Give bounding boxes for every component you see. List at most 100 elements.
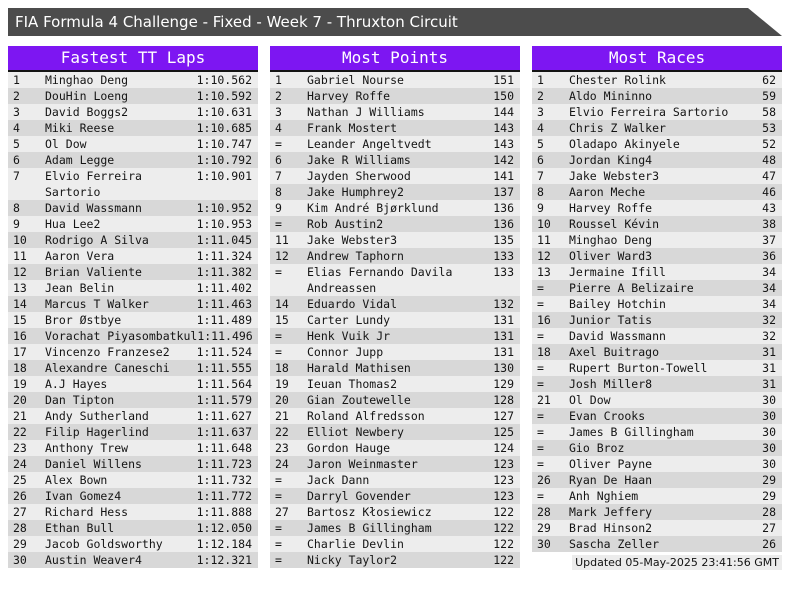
driver-name: Jake Webster3 bbox=[569, 169, 660, 183]
driver-name: Jake R Williams bbox=[307, 153, 411, 167]
value-cell: 29 bbox=[762, 473, 776, 487]
rank-cell: 7 bbox=[275, 169, 282, 183]
rank-cell: 15 bbox=[13, 313, 27, 327]
driver-name: James B Gillingham bbox=[569, 425, 694, 439]
rank-cell: 8 bbox=[275, 185, 282, 199]
rank-cell: 11 bbox=[275, 233, 289, 247]
rank-cell: 7 bbox=[537, 169, 544, 183]
table-row: = Elias Fernando Davila Andreassen 133 bbox=[270, 264, 520, 296]
table-row: 18 Harald Mathisen 130 bbox=[270, 360, 520, 376]
table-row: 3 Elvio Ferreira Sartorio 58 bbox=[532, 104, 782, 120]
table-row: 13 Jean Belin 1:11.402 bbox=[8, 280, 258, 296]
board-most-races: Most Races 1 Chester Rolink 62 2 Aldo Mininn… bbox=[532, 46, 782, 570]
value-cell: 53 bbox=[762, 121, 776, 135]
value-cell: 1:11.772 bbox=[196, 489, 252, 503]
table-row: 6 Jake R Williams 142 bbox=[270, 152, 520, 168]
driver-name: Aldo Mininno bbox=[569, 89, 653, 103]
driver-name: Gordon Hauge bbox=[307, 441, 391, 455]
driver-name: Sascha Zeller bbox=[569, 537, 660, 551]
value-cell: 34 bbox=[762, 281, 776, 295]
value-cell: 27 bbox=[762, 521, 776, 535]
table-row: 7 Jayden Sherwood 141 bbox=[270, 168, 520, 184]
rank-cell: 20 bbox=[275, 393, 289, 407]
table-row: 14 Eduardo Vidal 132 bbox=[270, 296, 520, 312]
driver-name: Oladapo Akinyele bbox=[569, 137, 680, 151]
board-rows-most-races: 1 Chester Rolink 62 2 Aldo Mininno 59 3 Elvio F… bbox=[532, 72, 782, 552]
table-row: 21 Roland Alfredsson 127 bbox=[270, 408, 520, 424]
rank-cell: = bbox=[275, 345, 282, 359]
table-row: 17 Vincenzo Franzese2 1:11.524 bbox=[8, 344, 258, 360]
value-cell: 150 bbox=[493, 89, 514, 103]
driver-name: Filip Hagerlind bbox=[45, 425, 149, 439]
table-row: 7 Jake Webster3 47 bbox=[532, 168, 782, 184]
value-cell: 1:10.747 bbox=[196, 137, 252, 151]
rank-cell: 2 bbox=[537, 89, 544, 103]
board-rows-most-points: 1 Gabriel Nourse 151 2 Harvey Roffe 150 3 Natha… bbox=[270, 72, 520, 568]
table-row: 2 Harvey Roffe 150 bbox=[270, 88, 520, 104]
driver-name: Vincenzo Franzese2 bbox=[45, 345, 170, 359]
table-row: = Jack Dann 123 bbox=[270, 472, 520, 488]
rank-cell: = bbox=[275, 329, 282, 343]
driver-name: Mark Jeffery bbox=[569, 505, 653, 519]
rank-cell: 27 bbox=[275, 505, 289, 519]
value-cell: 1:11.489 bbox=[196, 313, 252, 327]
page-title: FIA Formula 4 Challenge - Fixed - Week 7… bbox=[15, 13, 458, 31]
driver-name: Gio Broz bbox=[569, 441, 625, 455]
rank-cell: 20 bbox=[13, 393, 27, 407]
rank-cell: 29 bbox=[537, 521, 551, 535]
value-cell: 1:11.463 bbox=[196, 297, 252, 311]
value-cell: 1:11.648 bbox=[196, 441, 252, 455]
driver-name: Rodrigo A Silva bbox=[45, 233, 149, 247]
driver-name: Frank Mostert bbox=[307, 121, 398, 135]
table-row: 8 Jake Humphrey2 137 bbox=[270, 184, 520, 200]
value-cell: 1:12.321 bbox=[196, 553, 252, 567]
rank-cell: 1 bbox=[13, 73, 20, 87]
value-cell: 1:11.402 bbox=[196, 281, 252, 295]
value-cell: 1:11.579 bbox=[196, 393, 252, 407]
rank-cell: = bbox=[275, 473, 282, 487]
value-cell: 26 bbox=[762, 537, 776, 551]
value-cell: 31 bbox=[762, 377, 776, 391]
value-cell: 31 bbox=[762, 361, 776, 375]
rank-cell: 26 bbox=[13, 489, 27, 503]
value-cell: 1:10.901 bbox=[196, 169, 252, 183]
rank-cell: = bbox=[537, 377, 544, 391]
driver-name: Marcus T Walker bbox=[45, 297, 149, 311]
table-row: 29 Jacob Goldsworthy 1:12.184 bbox=[8, 536, 258, 552]
table-row: 2 DouHin Loeng 1:10.592 bbox=[8, 88, 258, 104]
driver-name: Miki Reese bbox=[45, 121, 115, 135]
rank-cell: 3 bbox=[537, 105, 544, 119]
driver-name: Chris Z Walker bbox=[569, 121, 666, 135]
value-cell: 143 bbox=[493, 137, 514, 151]
table-row: 30 Sascha Zeller 26 bbox=[532, 536, 782, 552]
driver-name: Elias Fernando Davila Andreassen bbox=[307, 265, 453, 295]
driver-name: Minghao Deng bbox=[569, 233, 653, 247]
rank-cell: = bbox=[275, 217, 282, 231]
driver-name: Harvey Roffe bbox=[569, 201, 653, 215]
rank-cell: 8 bbox=[537, 185, 544, 199]
rank-cell: 5 bbox=[13, 137, 20, 151]
table-row: = Oliver Payne 30 bbox=[532, 456, 782, 472]
table-row: 12 Oliver Ward3 36 bbox=[532, 248, 782, 264]
updated-timestamp: Updated 05-May-2025 23:41:56 GMT bbox=[572, 555, 782, 570]
rank-cell: 5 bbox=[537, 137, 544, 151]
driver-name: Elvio Ferreira Sartorio bbox=[45, 169, 142, 199]
rank-cell: 16 bbox=[13, 329, 27, 343]
table-row: 1 Minghao Deng 1:10.562 bbox=[8, 72, 258, 88]
value-cell: 127 bbox=[493, 409, 514, 423]
rank-cell: = bbox=[537, 441, 544, 455]
value-cell: 137 bbox=[493, 185, 514, 199]
driver-name: Nicky Taylor2 bbox=[307, 553, 398, 567]
rank-cell: 9 bbox=[537, 201, 544, 215]
value-cell: 30 bbox=[762, 441, 776, 455]
driver-name: Ieuan Thomas2 bbox=[307, 377, 398, 391]
value-cell: 34 bbox=[762, 297, 776, 311]
value-cell: 1:10.631 bbox=[196, 105, 252, 119]
value-cell: 133 bbox=[493, 249, 514, 263]
table-row: 9 Harvey Roffe 43 bbox=[532, 200, 782, 216]
driver-name: Evan Crooks bbox=[569, 409, 646, 423]
driver-name: Jayden Sherwood bbox=[307, 169, 411, 183]
driver-name: Pierre A Belizaire bbox=[569, 281, 694, 295]
rank-cell: 24 bbox=[13, 457, 27, 471]
table-row: 26 Ivan Gomez4 1:11.772 bbox=[8, 488, 258, 504]
